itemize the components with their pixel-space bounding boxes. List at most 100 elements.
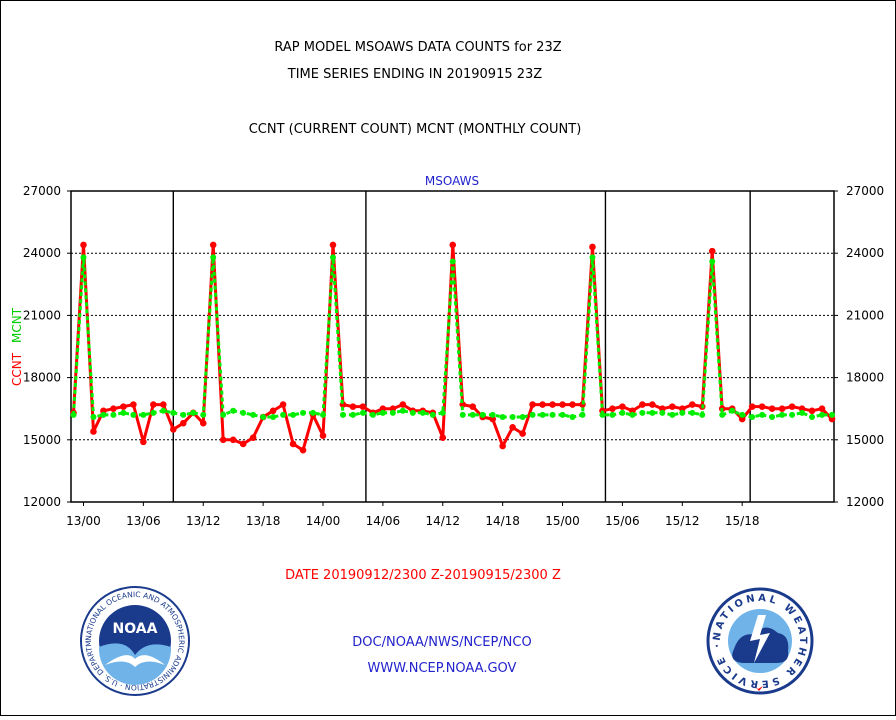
data-point-mcnt [439, 409, 446, 416]
data-point-mcnt [559, 411, 566, 418]
data-point-ccnt [110, 405, 117, 413]
chart-title-line1: RAP MODEL MSOAWS DATA COUNTS for 23Z [274, 40, 561, 55]
data-point-ccnt [140, 438, 147, 446]
data-point-mcnt [200, 411, 207, 418]
data-point-mcnt [190, 409, 197, 416]
data-point-mcnt [170, 409, 177, 416]
data-point-ccnt [688, 401, 696, 408]
footer-org: DOC/NOAA/NWS/NCEP/NCO [352, 635, 531, 650]
data-point-ccnt [279, 401, 287, 408]
plot-title: MSOAWS [425, 174, 479, 188]
data-point-ccnt [239, 440, 247, 448]
data-point-mcnt [589, 254, 596, 261]
data-point-ccnt [509, 424, 516, 431]
data-point-mcnt [389, 409, 396, 416]
data-point-ccnt [529, 401, 536, 408]
data-point-ccnt [399, 401, 407, 408]
data-point-mcnt [499, 413, 506, 420]
data-point-mcnt [789, 411, 796, 418]
data-point-ccnt [449, 241, 457, 249]
data-point-mcnt [599, 411, 606, 418]
nws-logo: NATIONAL WEATHER SERVICE · [706, 587, 814, 695]
data-point-mcnt [509, 413, 516, 420]
y-axis-label-ccnt: CCNT [10, 352, 24, 386]
data-point-mcnt [669, 411, 676, 418]
data-point-mcnt [260, 413, 267, 420]
data-point-ccnt [768, 405, 776, 413]
y-tick-label-left: 18000 [23, 371, 61, 385]
series-mcnt [70, 254, 835, 420]
data-point-mcnt [70, 411, 77, 418]
data-point-mcnt [220, 411, 227, 418]
data-point-ccnt [559, 401, 566, 408]
data-point-mcnt [769, 413, 776, 420]
data-point-ccnt [90, 428, 97, 435]
data-point-mcnt [359, 409, 366, 416]
data-point-ccnt [120, 403, 127, 410]
data-point-ccnt [469, 403, 477, 410]
data-point-mcnt [659, 409, 666, 416]
data-point-mcnt [180, 411, 187, 418]
y-axis-left: 12000 15000 18000 21000 24000 27000 [23, 184, 71, 509]
data-point-ccnt [639, 401, 646, 408]
data-point-mcnt [210, 254, 217, 261]
data-point-ccnt [160, 401, 167, 408]
data-point-mcnt [819, 411, 826, 418]
data-point-mcnt [270, 413, 277, 420]
x-tick-label: 15/18 [725, 514, 760, 528]
data-point-ccnt [499, 442, 506, 450]
footer-url: WWW.NCEP.NOAA.GOV [368, 661, 517, 676]
data-point-ccnt [818, 405, 826, 413]
data-point-mcnt [549, 411, 556, 418]
x-tick-label: 14/00 [306, 514, 341, 528]
data-point-mcnt [429, 411, 436, 418]
data-point-mcnt [449, 258, 456, 265]
data-point-mcnt [419, 409, 426, 416]
data-point-mcnt [399, 407, 406, 414]
y-tick-label-right: 21000 [846, 308, 884, 322]
data-point-ccnt [439, 434, 447, 442]
y-tick-label-right: 12000 [846, 495, 884, 509]
data-point-mcnt [80, 254, 87, 261]
y-tick-label-left: 27000 [23, 184, 61, 198]
data-point-mcnt [709, 258, 716, 265]
y-tick-label-right: 15000 [846, 433, 884, 447]
data-point-ccnt [229, 436, 237, 444]
y-tick-label-left: 15000 [23, 433, 61, 447]
y-tick-label-right: 24000 [846, 246, 884, 260]
data-point-mcnt [250, 411, 257, 418]
x-axis: 13/00 13/06 13/12 13/18 14/00 14/06 14/12 14/18… [66, 502, 759, 528]
data-point-mcnt [300, 409, 307, 416]
data-point-mcnt [699, 411, 706, 418]
data-point-mcnt [469, 411, 476, 418]
data-point-mcnt [329, 254, 336, 261]
data-point-mcnt [749, 413, 756, 420]
data-point-mcnt [369, 411, 376, 418]
data-point-ccnt [569, 401, 576, 408]
data-point-mcnt [240, 409, 247, 416]
x-tick-label: 14/18 [485, 514, 520, 528]
data-point-mcnt [310, 409, 317, 416]
data-point-mcnt [230, 407, 237, 414]
data-point-mcnt [489, 411, 496, 418]
x-tick-label: 14/12 [425, 514, 460, 528]
data-point-ccnt [708, 247, 716, 255]
x-tick-label: 13/18 [246, 514, 281, 528]
chart-subtitle: CCNT (CURRENT COUNT) MCNT (MONTHLY COUNT… [249, 122, 582, 137]
data-point-mcnt [130, 411, 137, 418]
noaa-logo: NOAA NATIONAL OCEANIC AND ATMOSPHERIC AD… [80, 586, 190, 696]
data-point-mcnt [719, 411, 726, 418]
data-point-ccnt [289, 440, 297, 448]
data-point-mcnt [569, 413, 576, 420]
data-point-ccnt [649, 401, 656, 408]
data-point-mcnt [120, 409, 127, 416]
data-point-mcnt [409, 409, 416, 416]
x-tick-label: 14/06 [366, 514, 401, 528]
data-point-mcnt [90, 413, 97, 420]
data-point-ccnt [359, 403, 367, 410]
data-point-mcnt [609, 411, 616, 418]
data-point-ccnt [269, 407, 277, 415]
data-point-mcnt [160, 407, 167, 414]
data-point-ccnt [669, 403, 676, 410]
